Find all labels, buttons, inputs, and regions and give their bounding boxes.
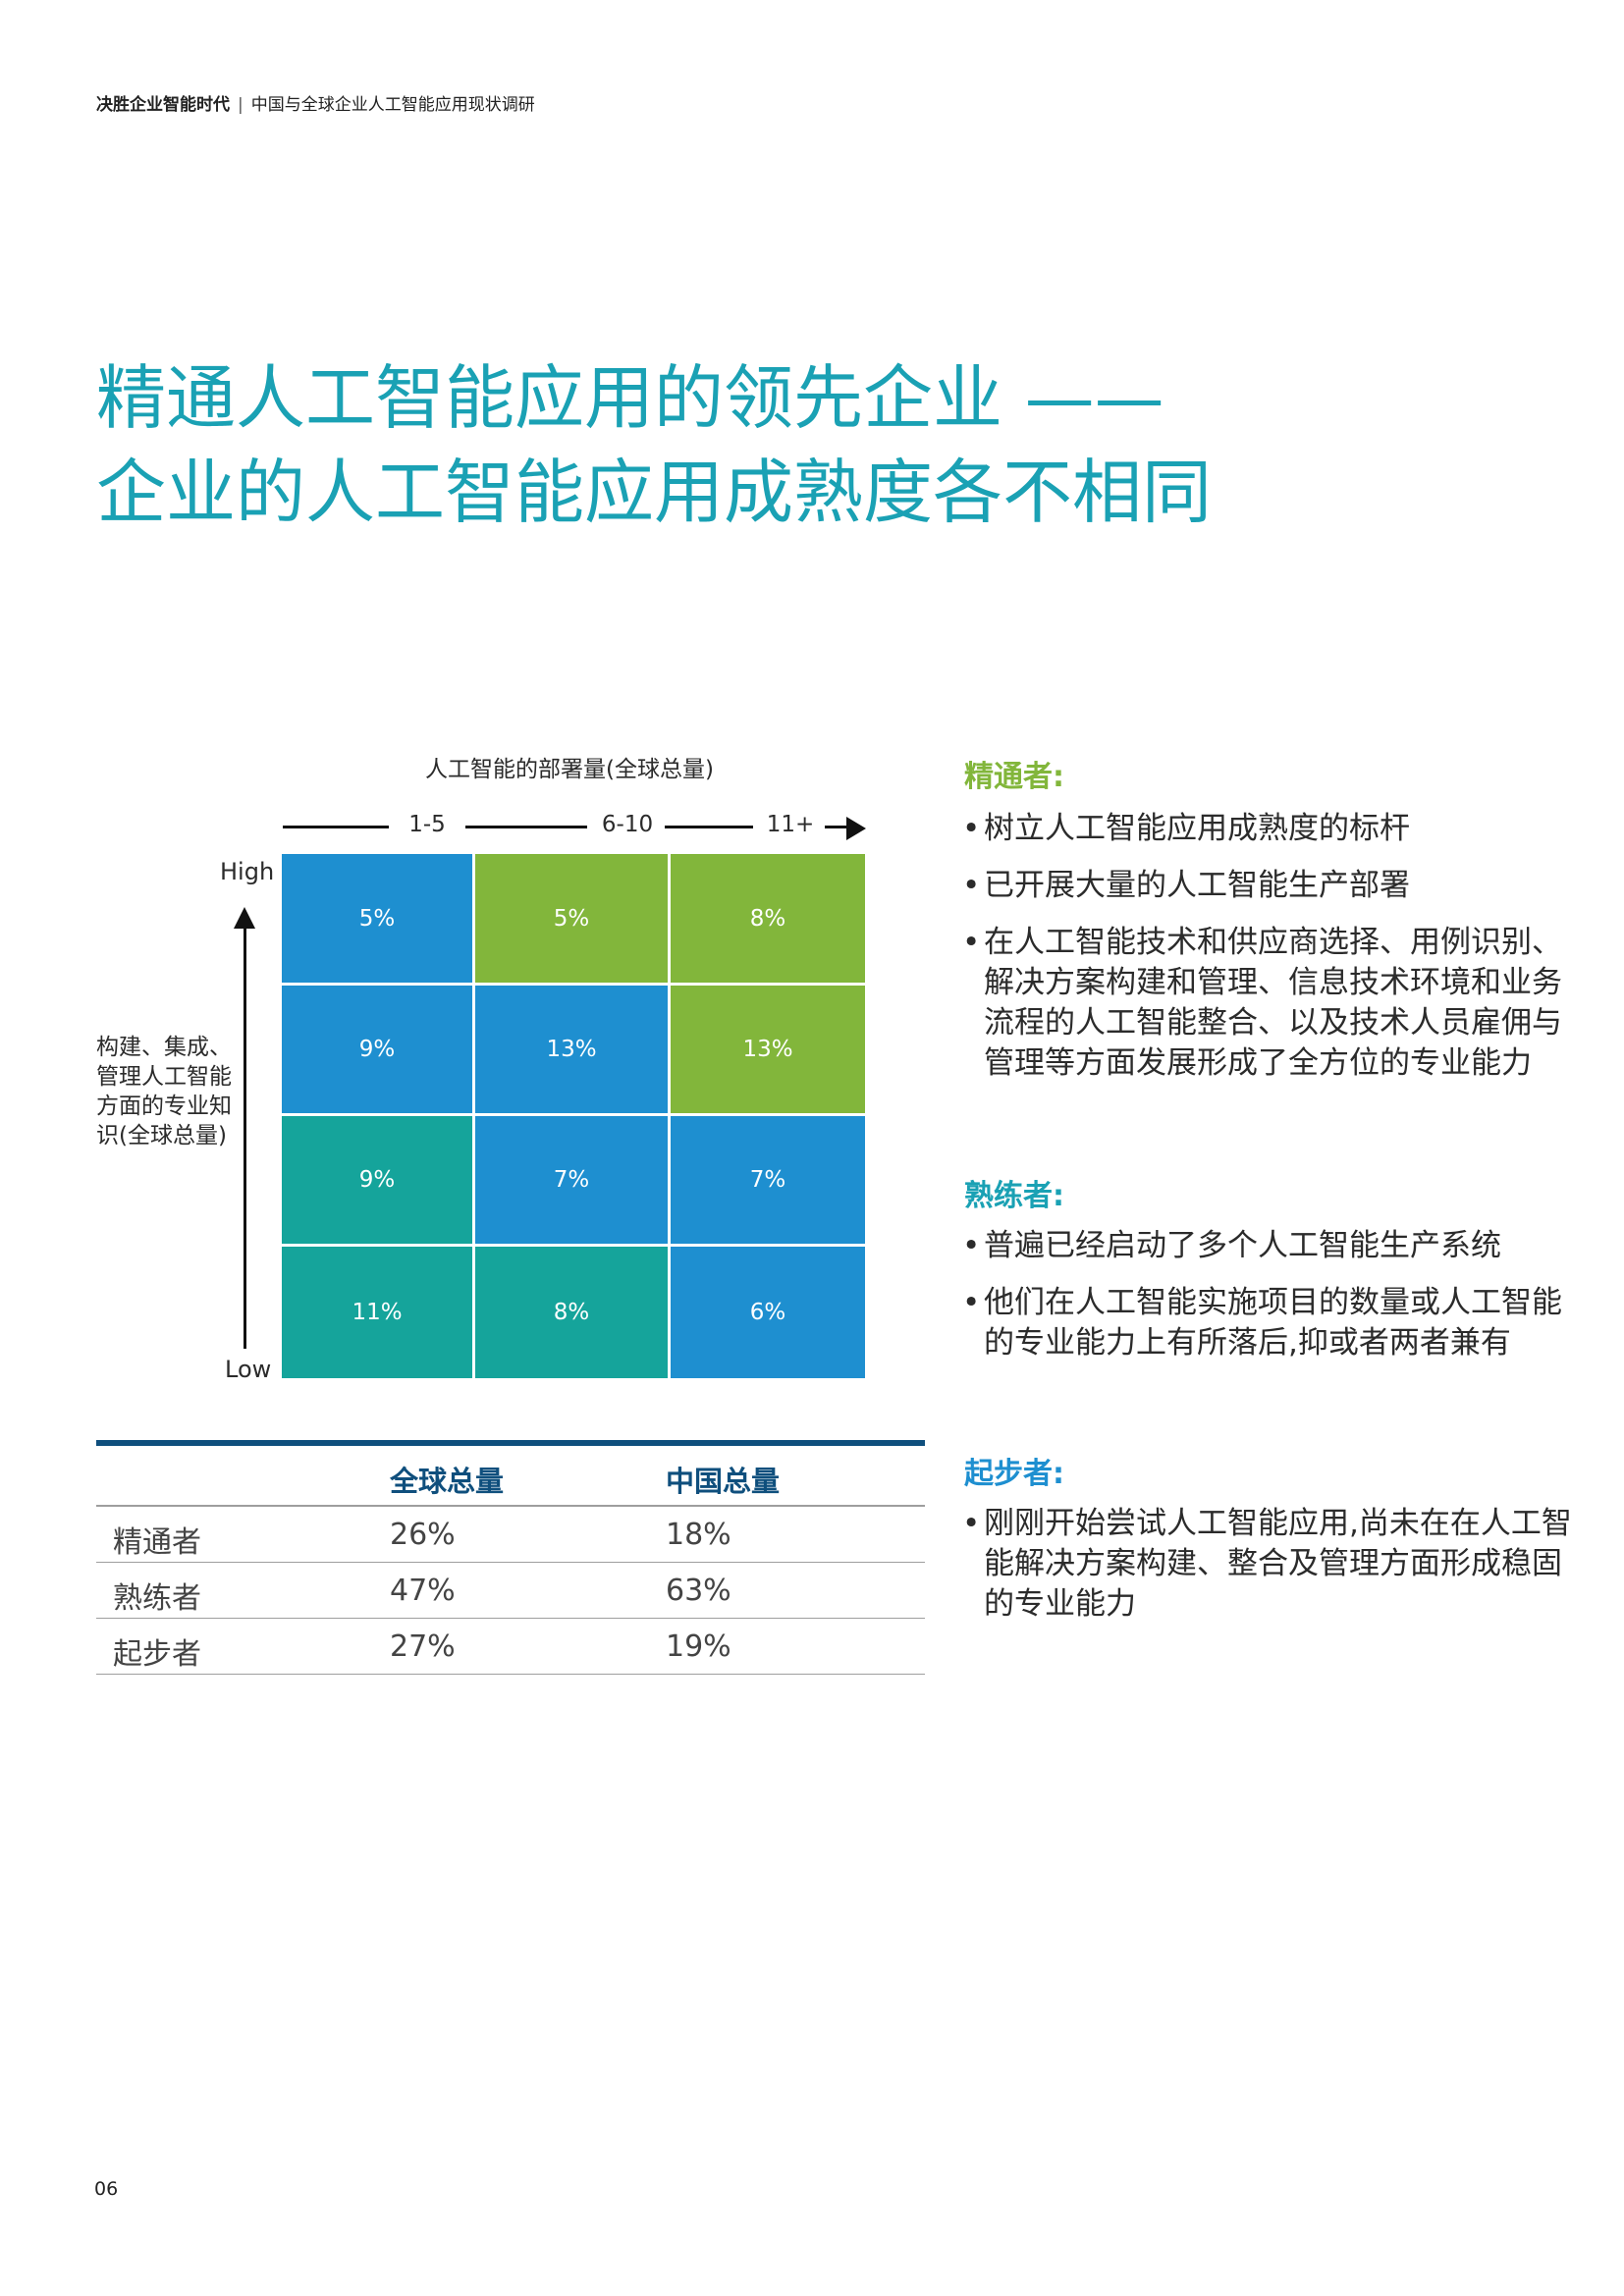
table-cell-china: 63% [666, 1574, 731, 1608]
arrow-right-icon [846, 817, 866, 840]
table-row-label: 熟练者 [113, 1581, 201, 1616]
matrix-cell: 8% [671, 854, 865, 983]
bullet-dot-icon: • [962, 925, 981, 960]
bullet-dot-icon: • [962, 868, 981, 903]
matrix-cell: 5% [475, 854, 668, 983]
matrix-cell: 5% [282, 854, 472, 983]
matrix-cell: 6% [671, 1247, 865, 1378]
bullet-item: • 他们在人工智能实施项目的数量或人工智能的专业能力上有所落后,抑或者两者兼有 [962, 1283, 1573, 1363]
matrix-cell: 13% [671, 986, 865, 1113]
page-number: 06 [94, 2178, 119, 2200]
bullet-text: 已开展大量的人工智能生产部署 [984, 868, 1410, 903]
bullet-item: • 刚刚开始尝试人工智能应用,尚未在在人工智能解决方案构建、整合及管理方面形成稳固… [962, 1504, 1573, 1625]
page-title-line-2: 企业的人工智能应用成熟度各不相同 [96, 452, 1213, 533]
table-header-rule [96, 1505, 925, 1507]
bullet-item: • 已开展大量的人工智能生产部署 [962, 866, 1573, 906]
bullet-item: • 树立人工智能应用成熟度的标杆 [962, 809, 1573, 849]
bullet-text: 他们在人工智能实施项目的数量或人工智能的专业能力上有所落后,抑或者两者兼有 [984, 1285, 1562, 1361]
bullet-text: 在人工智能技术和供应商选择、用例识别、解决方案构建和管理、信息技术环境和业务流程… [984, 925, 1562, 1081]
matrix-cell: 7% [475, 1116, 668, 1244]
bullet-dot-icon: • [962, 1506, 981, 1541]
matrix-cell: 7% [671, 1116, 865, 1244]
y-axis-high-label: High [220, 858, 275, 885]
bullet-text: 树立人工智能应用成熟度的标杆 [984, 811, 1410, 846]
bullet-item: • 在人工智能技术和供应商选择、用例识别、解决方案构建和管理、信息技术环境和业务流… [962, 923, 1573, 1084]
table-cell-china: 19% [666, 1629, 731, 1664]
x-axis-tick-3: 11+ [766, 812, 815, 837]
x-axis-line-segment [283, 826, 389, 828]
bullet-item: • 普遍已经启动了多个人工智能生产系统 [962, 1226, 1573, 1266]
y-axis-line [244, 927, 246, 1349]
table-row: 熟练者 47% 63% [96, 1562, 925, 1619]
table-row: 起步者 27% 19% [96, 1618, 925, 1675]
y-axis-low-label: Low [225, 1356, 272, 1383]
x-axis-tick-2: 6-10 [601, 812, 654, 837]
section-title-leaders: 精通者: [964, 760, 1064, 794]
bullet-text: 普遍已经启动了多个人工智能生产系统 [984, 1228, 1501, 1263]
maturity-matrix: 5% 5% 8% 9% 13% 13% 9% 7% 7% 11% 8% 6% [282, 854, 865, 1378]
page-title: 精通人工智能应用的领先企业 —— 企业的人工智能应用成熟度各不相同 [96, 351, 1212, 540]
report-title: 决胜企业智能时代 [96, 95, 230, 115]
matrix-cell: 9% [282, 1116, 472, 1244]
x-axis-line-segment [665, 826, 753, 828]
running-header: 决胜企业智能时代 | 中国与全球企业人工智能应用现状调研 [96, 90, 535, 115]
x-axis-line-segment [465, 826, 587, 828]
x-axis-tick-1: 1-5 [408, 812, 446, 837]
table-cell-global: 47% [390, 1574, 456, 1608]
arrow-up-icon [234, 907, 255, 929]
bullet-dot-icon: • [962, 1285, 981, 1320]
bullet-text: 刚刚开始尝试人工智能应用,尚未在在人工智能解决方案构建、整合及管理方面形成稳固的… [984, 1506, 1572, 1622]
header-separator: | [238, 95, 244, 115]
matrix-cell: 8% [475, 1247, 668, 1378]
table-header-china: 中国总量 [666, 1465, 781, 1498]
matrix-cell: 11% [282, 1247, 472, 1378]
report-subtitle: 中国与全球企业人工智能应用现状调研 [250, 95, 535, 115]
section-title-skilled: 熟练者: [964, 1179, 1064, 1213]
matrix-cell: 9% [282, 986, 472, 1113]
matrix-y-axis-title: 构建、集成、管理人工智能方面的专业知识(全球总量) [96, 1035, 232, 1148]
x-axis-line-segment [825, 826, 848, 828]
matrix-x-axis-title: 人工智能的部署量(全球总量) [425, 757, 714, 782]
table-row-label: 精通者 [113, 1525, 201, 1560]
matrix-cell: 13% [475, 986, 668, 1113]
table-row: 精通者 26% 18% [96, 1506, 925, 1563]
table-cell-china: 18% [666, 1518, 731, 1552]
section-title-starters: 起步者: [964, 1457, 1064, 1491]
table-top-rule [96, 1440, 925, 1446]
table-header-global: 全球总量 [390, 1465, 505, 1498]
bullet-dot-icon: • [962, 1228, 981, 1263]
page-title-line-1: 精通人工智能应用的领先企业 —— [96, 357, 1164, 439]
table-row-label: 起步者 [113, 1637, 201, 1672]
table-cell-global: 26% [390, 1518, 456, 1552]
table-cell-global: 27% [390, 1629, 456, 1664]
bullet-dot-icon: • [962, 811, 981, 846]
